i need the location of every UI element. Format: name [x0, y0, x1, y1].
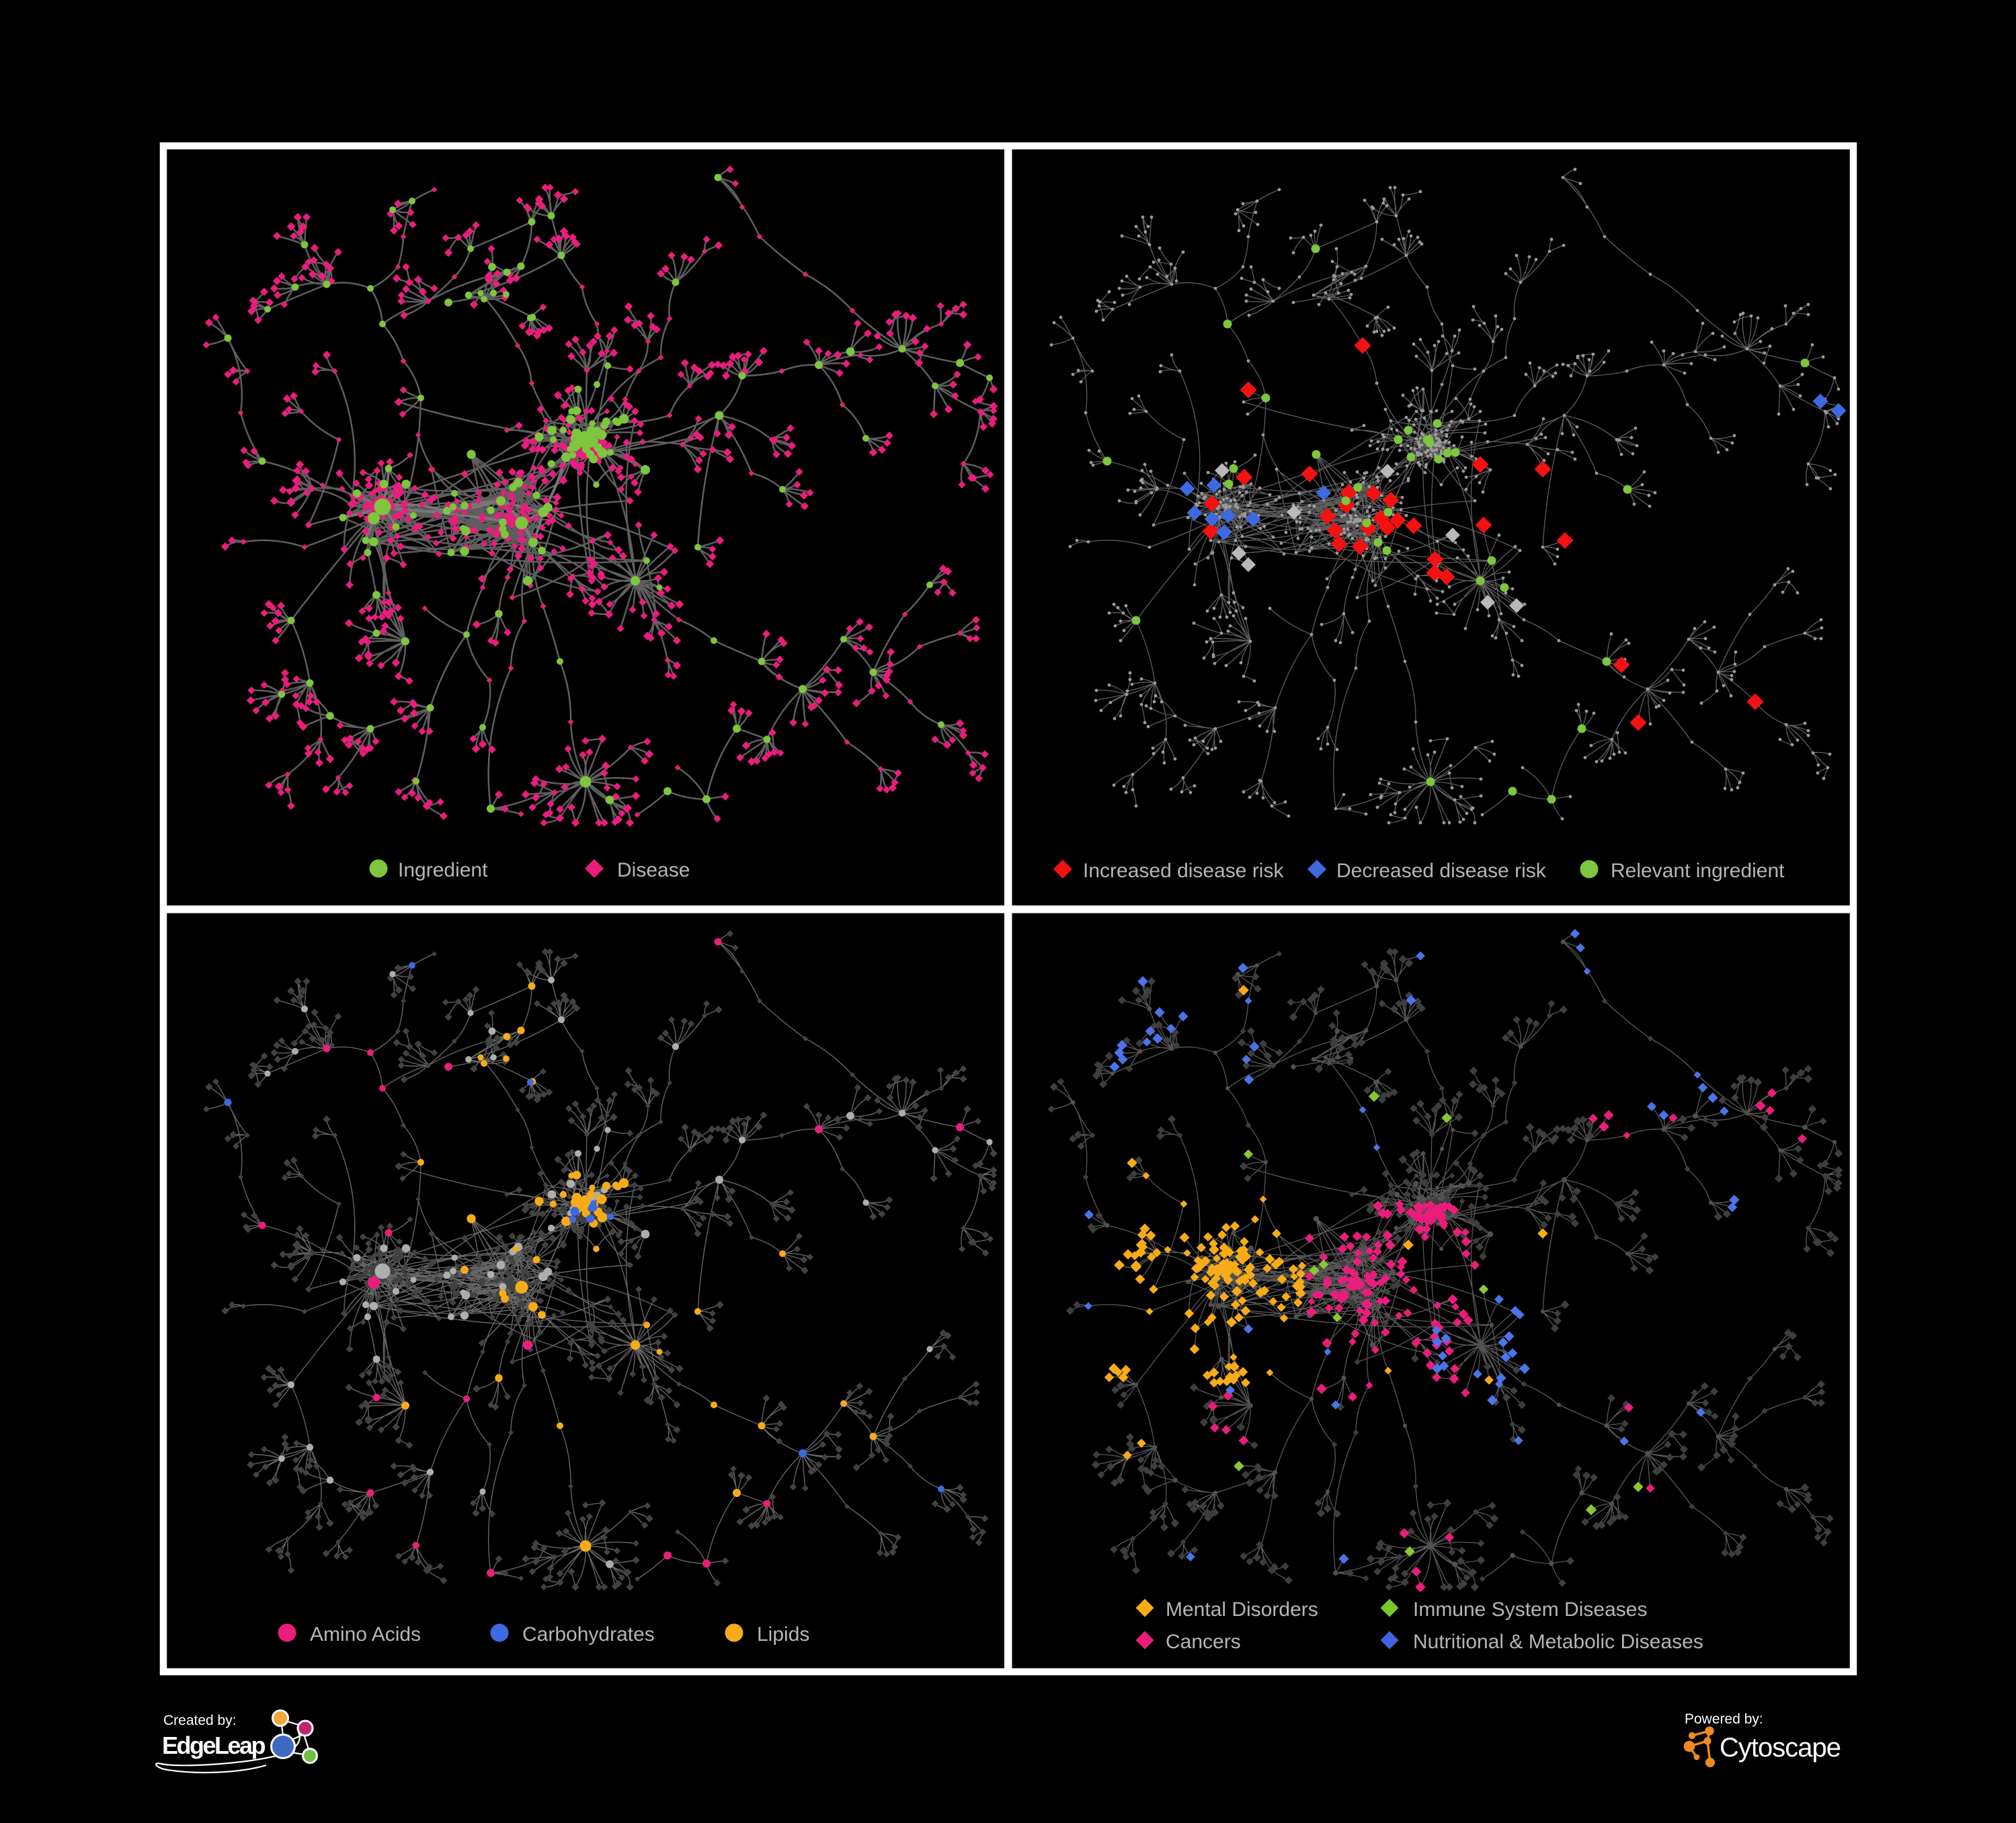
svg-text:Disease: Disease: [617, 859, 690, 881]
svg-text:Mental Disorders: Mental Disorders: [1166, 1598, 1318, 1621]
svg-text:Immune System Diseases: Immune System Diseases: [1413, 1598, 1647, 1621]
svg-text:Amino Acids: Amino Acids: [310, 1623, 421, 1646]
svg-text:Created by:: Created by:: [163, 1713, 237, 1728]
svg-text:Lipids: Lipids: [757, 1623, 809, 1646]
svg-text:EdgeLeap: EdgeLeap: [162, 1732, 266, 1759]
svg-text:Increased disease risk: Increased disease risk: [1083, 860, 1284, 882]
svg-text:Relevant ingredient: Relevant ingredient: [1611, 860, 1785, 882]
svg-text:Ingredient: Ingredient: [398, 859, 488, 881]
svg-text:Carbohydrates: Carbohydrates: [522, 1623, 655, 1646]
svg-text:Powered by:: Powered by:: [1685, 1711, 1763, 1727]
svg-text:Nutritional & Metabolic Diseas: Nutritional & Metabolic Diseases: [1413, 1631, 1703, 1653]
svg-text:Cytoscape: Cytoscape: [1720, 1733, 1841, 1763]
svg-text:Cancers: Cancers: [1166, 1631, 1241, 1653]
svg-text:Decreased disease risk: Decreased disease risk: [1336, 860, 1547, 882]
